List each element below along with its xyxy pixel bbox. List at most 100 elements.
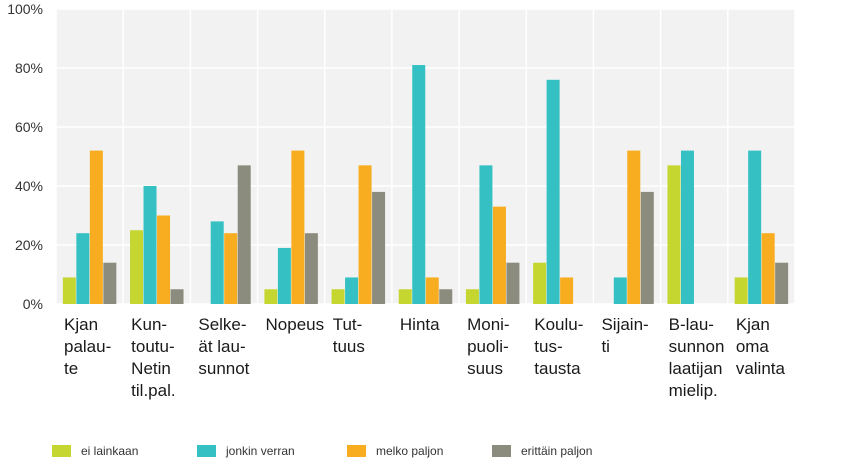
x-tick-label-line: Hinta <box>400 315 440 334</box>
x-tick-label-line: te <box>64 359 78 378</box>
bar <box>170 289 184 304</box>
x-tick-label-line: valinta <box>736 359 786 378</box>
bar <box>667 165 681 304</box>
x-tick-label: B-lau-sunnon laatijan mielip. <box>669 315 725 400</box>
legend-swatch <box>197 445 216 457</box>
bar <box>331 289 345 304</box>
bar <box>358 165 372 304</box>
bar <box>748 150 762 304</box>
bar <box>76 233 90 304</box>
legend-label: ei lainkaan <box>81 444 139 458</box>
bar <box>304 233 318 304</box>
y-tick-label: 80% <box>15 60 43 76</box>
legend-item-erittain-paljon: erittäin paljon <box>492 444 637 458</box>
y-tick-label: 100% <box>7 1 43 17</box>
bar <box>398 289 412 304</box>
x-tick-label-line: palau- <box>64 337 111 356</box>
bar <box>506 262 520 304</box>
x-tick-label-line: puoli- <box>467 337 509 356</box>
x-tick-label-line: Kun- <box>131 315 167 334</box>
x-tick-label-line: til.pal. <box>131 381 175 400</box>
x-tick-label-line: mielip. <box>669 381 718 400</box>
x-tick-label-line: sunnon <box>669 337 725 356</box>
bars <box>62 65 789 304</box>
bar <box>492 206 506 304</box>
x-tick-label-line: Selke- <box>198 315 246 334</box>
x-tick-label: Sijain-ti <box>601 315 648 356</box>
y-axis-ticks: 0% 20% 40% 60% 80% 100% <box>7 1 43 312</box>
legend-item-jonkin-verran: jonkin verran <box>197 444 347 458</box>
x-tick-label-line: B-lau- <box>669 315 714 334</box>
bar <box>224 233 238 304</box>
legend: ei lainkaan jonkin verran melko paljon e… <box>52 440 637 462</box>
bar <box>533 262 547 304</box>
x-tick-label-line: Netin <box>131 359 171 378</box>
legend-swatch <box>347 445 366 457</box>
x-tick-label: Moni-puoli-suus <box>467 315 510 378</box>
bar <box>157 215 171 304</box>
bar <box>761 233 775 304</box>
x-tick-label: Kjan palau-te <box>64 315 111 378</box>
x-tick-label-line: tus- <box>534 337 562 356</box>
bar <box>210 221 224 304</box>
legend-swatch <box>492 445 511 457</box>
x-tick-label-line: tausta <box>534 359 581 378</box>
x-tick-label-line: ti <box>601 337 610 356</box>
x-tick-label: Selke-ät lau-sunnot <box>198 315 249 378</box>
bar <box>103 262 117 304</box>
bar <box>130 230 144 304</box>
x-tick-label: Koulu-tus-tausta <box>534 315 583 378</box>
x-tick-label-line: toutu- <box>131 337 174 356</box>
bar <box>560 277 574 304</box>
y-tick-label: 0% <box>23 296 43 312</box>
y-tick-label: 60% <box>15 119 43 135</box>
legend-label: melko paljon <box>376 444 444 458</box>
bar <box>264 289 278 304</box>
bar <box>680 150 694 304</box>
x-tick-label-line: Nopeus <box>266 315 325 334</box>
legend-item-melko-paljon: melko paljon <box>347 444 492 458</box>
x-tick-label: Kun-toutu- Netin til.pal. <box>131 315 175 400</box>
x-tick-label: Nopeus <box>266 315 325 334</box>
bar <box>465 289 479 304</box>
bar <box>62 277 76 304</box>
bar <box>627 150 641 304</box>
gridlines <box>55 8 796 305</box>
bar <box>546 79 560 304</box>
bar <box>412 65 426 304</box>
bar <box>345 277 359 304</box>
y-tick-label: 40% <box>15 178 43 194</box>
x-tick-label-line: laatijan <box>669 359 723 378</box>
x-tick-label: Kjan oma valinta <box>736 315 786 378</box>
bar <box>237 165 251 304</box>
legend-swatch <box>52 445 71 457</box>
bar <box>89 150 103 304</box>
bar <box>277 247 291 304</box>
legend-item-ei-lainkaan: ei lainkaan <box>52 444 197 458</box>
x-tick-label-line: tuus <box>333 337 365 356</box>
bar <box>425 277 439 304</box>
bar <box>143 186 157 304</box>
legend-label: jonkin verran <box>226 444 295 458</box>
bar <box>479 165 493 304</box>
legend-label: erittäin paljon <box>521 444 593 458</box>
y-tick-label: 20% <box>15 237 43 253</box>
x-tick-label-line: Sijain- <box>601 315 648 334</box>
x-axis-labels: Kjan palau-te Kun-toutu- Netin til.pal. Selke… <box>64 315 786 400</box>
bar <box>613 277 627 304</box>
x-tick-label-line: sunnot <box>198 359 249 378</box>
x-tick-label-line: Tut- <box>333 315 363 334</box>
x-tick-label-line: Moni- <box>467 315 510 334</box>
x-tick-label-line: ät lau- <box>198 337 245 356</box>
bar <box>775 262 789 304</box>
bar <box>372 191 386 304</box>
bar <box>439 289 453 304</box>
bar <box>291 150 305 304</box>
x-tick-label: Tut-tuus <box>333 315 365 356</box>
x-tick-label-line: Kjan <box>64 315 98 334</box>
x-tick-label-line: Kjan <box>736 315 770 334</box>
x-tick-label-line: Koulu- <box>534 315 583 334</box>
x-tick-label-line: suus <box>467 359 503 378</box>
bar <box>640 191 654 304</box>
x-tick-label: Hinta <box>400 315 440 334</box>
